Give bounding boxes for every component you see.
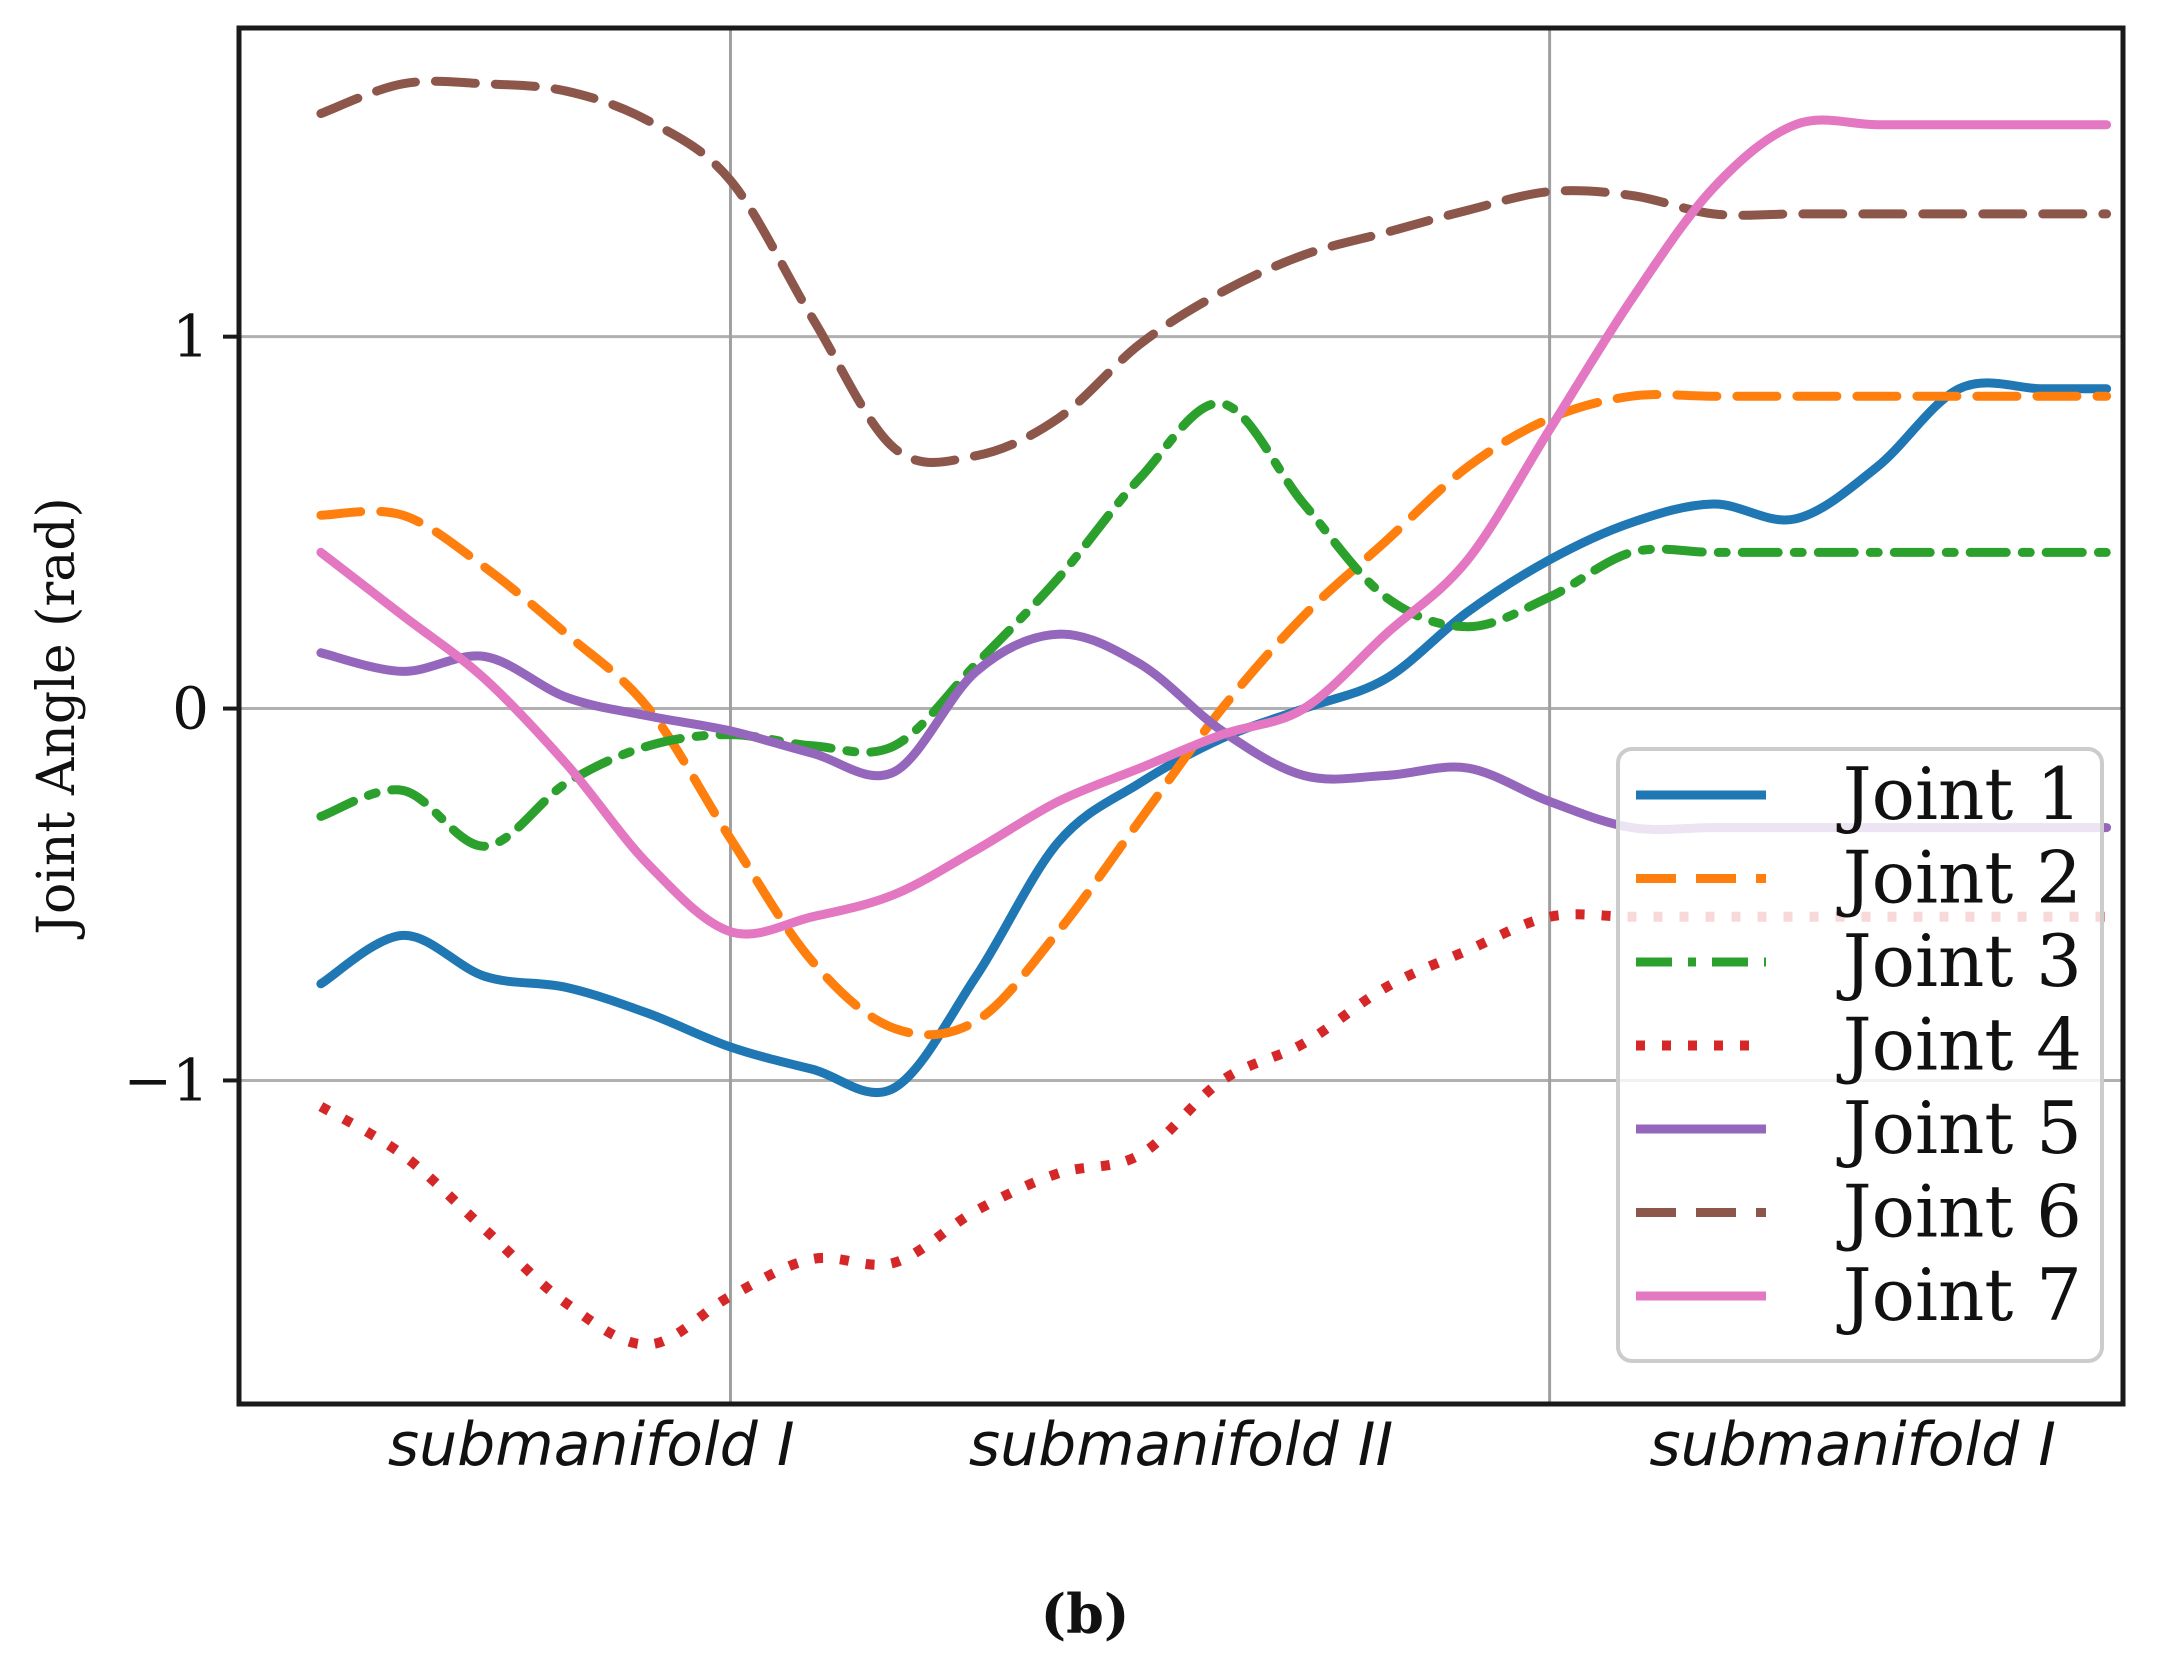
legend-label-joint-4: Joint 4 xyxy=(1836,1003,2082,1087)
series-line-joint-7 xyxy=(316,115,2112,939)
y-tick-label-1: 0 xyxy=(172,675,209,743)
legend-box xyxy=(1616,747,2104,1363)
y-axis-label: Joint Angle (rad) xyxy=(27,497,87,940)
legend-label-joint-7: Joint 7 xyxy=(1836,1253,2082,1337)
figure-caption: (b) xyxy=(1041,1582,1130,1646)
y-tick-label-0: −1 xyxy=(124,1046,210,1114)
x-segment-labels: submanifold I submanifold II submanifold I xyxy=(388,1410,2056,1480)
series-line-joint-2 xyxy=(316,390,2112,1040)
legend-label-joint-2: Joint 2 xyxy=(1836,836,2082,920)
x-segment-label-2: submanifold I xyxy=(1649,1410,2056,1480)
legend-label-joint-1: Joint 1 xyxy=(1836,752,2082,836)
legend-label-joint-5: Joint 5 xyxy=(1836,1086,2082,1170)
series-line-joint-6 xyxy=(316,76,2112,467)
x-segment-label-1: submanifold II xyxy=(969,1410,1393,1480)
legend-label-joint-6: Joint 6 xyxy=(1836,1170,2082,1254)
series-line-joint-3 xyxy=(316,399,2112,851)
y-tick-label-2: 1 xyxy=(172,303,209,371)
series-line-joint-4 xyxy=(318,909,2107,1350)
legend-label-joint-3: Joint 3 xyxy=(1836,919,2082,1003)
y-axis-ticks: −1 0 1 xyxy=(124,303,239,1114)
x-segment-label-0: submanifold I xyxy=(388,1410,795,1480)
plot-frame xyxy=(236,25,2126,1407)
